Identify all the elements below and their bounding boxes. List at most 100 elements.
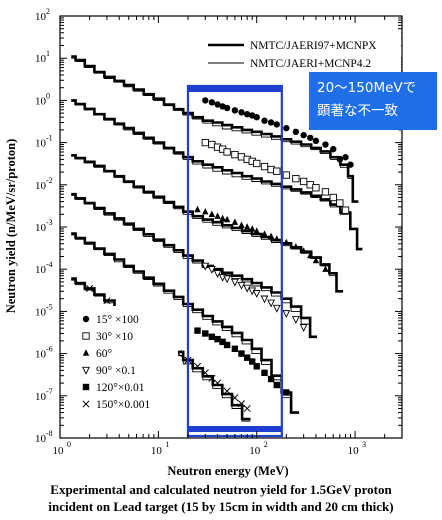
data-point-filled-square: [214, 335, 221, 343]
y-tick-label: 10: [35, 306, 47, 318]
data-point-cross: [208, 374, 216, 382]
cross-stroke: [103, 297, 111, 305]
data-point-open-square: [260, 162, 269, 171]
figure-caption-line-1: Experimental and calculated neutron yiel…: [50, 482, 392, 497]
data-point-filled-triangle: [312, 256, 320, 264]
data-point-filled-circle: [238, 109, 245, 116]
data-point-cross: [201, 369, 209, 377]
data-point-filled-square: [202, 330, 209, 337]
data-point-filled-square: [253, 363, 260, 370]
y-tick-label: 10: [35, 391, 47, 403]
data-point-open-square: [312, 184, 320, 192]
series-5-thick-line: [71, 232, 300, 414]
data-point-open-triangle: [282, 310, 291, 319]
data-point-filled-triangle: [249, 225, 256, 232]
data-point-open-square: [273, 167, 281, 175]
y-tick-exponent: 0: [46, 91, 50, 100]
series-3-thick-line: [71, 154, 344, 293]
y-tick-exponent: -4: [46, 260, 53, 269]
data-point-filled-circle: [312, 137, 320, 145]
data-point-open-triangle: [207, 266, 216, 274]
y-tick-label: 10: [35, 433, 47, 445]
discrepancy-callout: 20～150MeVで 顕著な不一致: [309, 72, 437, 130]
data-point-filled-triangle: [214, 212, 221, 219]
x-tick-exponent: 2: [264, 440, 268, 449]
data-point-open-triangle: [252, 290, 261, 298]
y-tick-label: 10: [35, 264, 47, 276]
data-point-open-square: [282, 171, 290, 179]
data-point-filled-square: [231, 345, 239, 352]
legend-exp-label: 120°×0.01: [96, 382, 145, 394]
data-point-cross: [243, 404, 251, 413]
figure-caption-line-2: incident on Lead target (15 by 15cm in w…: [48, 499, 394, 514]
data-point-cross: [86, 284, 94, 292]
y-tick-label: 10: [35, 138, 47, 150]
data-point-filled-circle: [231, 107, 239, 114]
y-tick-label: 10: [35, 11, 47, 23]
data-point-filled-triangle: [261, 230, 268, 237]
y-tick-label: 10: [35, 53, 47, 65]
cross-stroke: [82, 400, 90, 408]
data-point-open-triangle: [299, 324, 308, 333]
cross-stroke: [208, 374, 216, 382]
data-point-filled-circle: [330, 145, 337, 153]
y-tick-exponent: -3: [46, 218, 53, 227]
data-point-open-square: [299, 177, 308, 186]
x-tick-label: 10: [151, 445, 163, 457]
legend-exp-label: 150°×0.001: [96, 399, 150, 411]
cross-stroke: [201, 369, 209, 377]
legend-calc-label: NMTC/JAERI+MCNP4.2: [250, 58, 371, 70]
data-point-filled-circle: [223, 104, 231, 112]
data-point-filled-square: [238, 350, 245, 357]
data-point-filled-square: [249, 358, 256, 365]
data-point-filled-circle: [267, 119, 275, 126]
y-tick-exponent: 1: [46, 49, 50, 58]
x-tick-label: 10: [53, 445, 65, 457]
data-point-filled-circle: [253, 113, 260, 121]
data-point-open-triangle: [213, 270, 222, 278]
callout-line-2: 顕著な不一致: [317, 103, 398, 119]
data-point-open-square: [292, 174, 300, 183]
data-point-open-triangle: [223, 275, 232, 284]
data-point-filled-triangle: [292, 243, 300, 250]
y-tick-exponent: -8: [46, 429, 53, 438]
cross-stroke: [86, 284, 94, 292]
y-axis-title: Neutron yield (n/MeV/sr/proton): [4, 139, 18, 314]
y-tick-exponent: -6: [46, 345, 53, 354]
data-point-filled-triangle: [219, 214, 226, 222]
data-point-filled-square: [219, 338, 226, 346]
data-point-cross: [231, 394, 239, 402]
y-tick-exponent: -2: [46, 176, 53, 185]
data-point-filled-square: [243, 354, 251, 361]
data-point-filled-triangle: [202, 208, 209, 215]
data-point-filled-circle: [283, 124, 290, 132]
data-point-filled-triangle: [231, 218, 239, 225]
cross-stroke: [223, 387, 231, 395]
data-point-open-triangle: [260, 295, 269, 304]
legend-calc-label: NMTC/JAERI97+MCNPX: [250, 40, 377, 52]
data-point-filled-triangle: [307, 251, 314, 259]
x-axis-title: Neutron energy (MeV): [167, 464, 288, 478]
data-point-open-triangle: [201, 262, 210, 271]
data-point-cross: [82, 400, 90, 408]
data-point-filled-circle: [202, 97, 209, 104]
data-point-filled-square: [261, 369, 268, 377]
data-point-filled-square: [194, 327, 201, 334]
series-1-thick-line: [71, 55, 359, 203]
data-point-filled-triangle: [243, 223, 251, 230]
y-tick-label: 10: [35, 222, 47, 234]
data-point-filled-triangle: [267, 232, 275, 240]
data-point-cross: [214, 379, 222, 387]
y-tick-label: 10: [35, 95, 47, 107]
data-point-open-triangle: [230, 278, 239, 287]
data-point-filled-circle: [82, 315, 90, 323]
y-tick-exponent: -5: [46, 302, 53, 311]
data-point-open-square: [341, 206, 350, 214]
data-point-filled-triangle: [273, 235, 280, 242]
x-tick-exponent: 1: [165, 440, 169, 449]
data-point-open-triangle: [291, 316, 300, 325]
legend-exp-label: 90° ×0.1: [96, 365, 136, 377]
data-point-filled-square: [273, 381, 280, 389]
y-tick-exponent: 2: [46, 7, 50, 16]
data-point-open-square: [336, 199, 344, 207]
